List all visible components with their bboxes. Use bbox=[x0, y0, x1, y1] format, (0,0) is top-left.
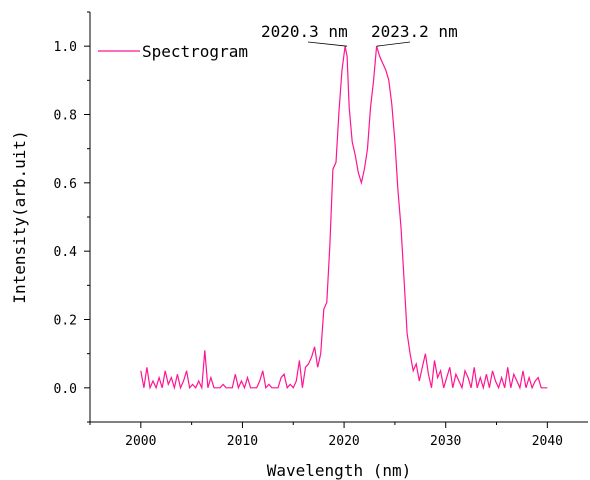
x-tick-label: 2000 bbox=[125, 434, 156, 449]
y-tick-label: 0.2 bbox=[54, 314, 77, 329]
y-tick-label: 0.8 bbox=[54, 109, 77, 124]
x-tick-label: 2020 bbox=[328, 434, 359, 449]
y-tick-label: 1.0 bbox=[54, 40, 77, 55]
legend: Spectrogram bbox=[98, 42, 248, 61]
y-axis-title: Intensity(arb.uit) bbox=[10, 130, 29, 303]
x-axis: 2000 2010 2020 2030 2040 bbox=[89, 421, 588, 449]
y-tick-label: 0.6 bbox=[54, 177, 77, 192]
x-axis-title: Wavelength (nm) bbox=[267, 461, 412, 480]
annotation-peak-2: 2023.2 nm bbox=[371, 22, 458, 41]
x-tick-label: 2010 bbox=[227, 434, 258, 449]
x-tick-label: 2040 bbox=[532, 434, 563, 449]
x-tick-label: 2030 bbox=[430, 434, 461, 449]
annotation-leader-line bbox=[307, 41, 348, 47]
y-tick-label: 0.4 bbox=[54, 245, 78, 260]
plot-area bbox=[90, 12, 588, 422]
legend-label-spectrogram: Spectrogram bbox=[142, 42, 248, 61]
y-axis: 0.0 0.2 0.4 0.6 0.8 1.0 bbox=[54, 11, 91, 423]
annotation-leader-line bbox=[376, 41, 411, 47]
peak-annotations: 2020.3 nm 2023.2 nm bbox=[261, 22, 458, 47]
annotation-peak-1: 2020.3 nm bbox=[261, 22, 348, 41]
y-tick-label: 0.0 bbox=[54, 382, 77, 397]
